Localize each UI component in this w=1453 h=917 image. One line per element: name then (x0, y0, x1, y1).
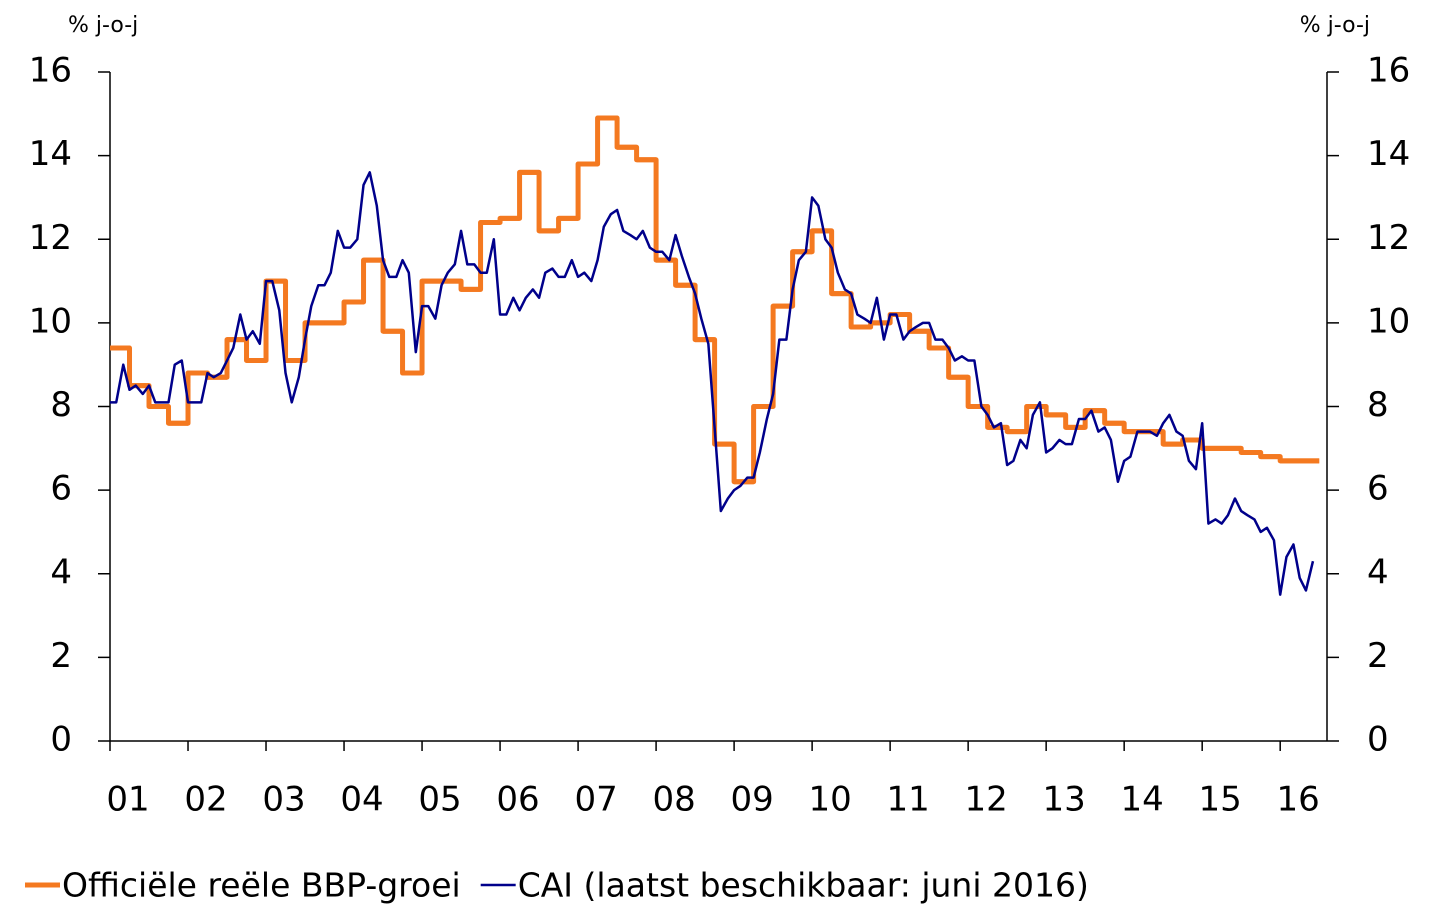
x-tick-label: 07 (574, 780, 617, 820)
x-tick-label: 04 (340, 780, 383, 820)
x-tick-label: 13 (1043, 780, 1086, 820)
x-tick-label: 15 (1199, 780, 1242, 820)
legend-label: Officiële reële BBP-groei (62, 866, 461, 905)
y2-axis-title: % j-o-j (1300, 13, 1370, 38)
y-tick-label: 6 (50, 469, 72, 509)
y2-tick-label: 4 (1367, 552, 1389, 592)
y-tick-label: 14 (29, 134, 72, 174)
x-tick-label: 01 (106, 780, 149, 820)
y-tick-label: 0 (50, 720, 72, 760)
y-tick-label: 10 (29, 301, 72, 341)
line (110, 171, 1315, 596)
x-tick-label: 08 (652, 780, 695, 820)
y-tick-label: 8 (50, 385, 72, 425)
y2-tick-label: 14 (1367, 134, 1410, 174)
y-tick-label: 2 (50, 636, 72, 676)
y2-tick-label: 12 (1367, 218, 1410, 258)
x-tick-label: 16 (1277, 780, 1320, 820)
x-tick-label: 05 (418, 780, 461, 820)
x-tick-label: 03 (262, 780, 305, 820)
x-tick-label: 11 (886, 780, 929, 820)
y2-tick-label: 10 (1367, 301, 1410, 341)
y-tick-label: 16 (29, 51, 72, 91)
legend-label: CAI (laatst beschikbaar: juni 2016) (518, 866, 1089, 905)
x-tick-label: 14 (1121, 780, 1164, 820)
x-tick-label: 09 (730, 780, 773, 820)
y2-tick-label: 8 (1367, 385, 1389, 425)
x-tick-label: 10 (808, 780, 851, 820)
x-tick-label: 06 (496, 780, 539, 820)
y-tick-label: 4 (50, 552, 72, 592)
y2-tick-label: 0 (1367, 720, 1389, 760)
y2-tick-label: 2 (1367, 636, 1389, 676)
x-tick-label: 02 (184, 780, 227, 820)
y-tick-label: 12 (29, 218, 72, 258)
x-tick-label: 12 (965, 780, 1008, 820)
y-axis-title: % j-o-j (68, 13, 138, 38)
y2-tick-label: 6 (1367, 469, 1389, 509)
y2-tick-label: 16 (1367, 51, 1410, 91)
